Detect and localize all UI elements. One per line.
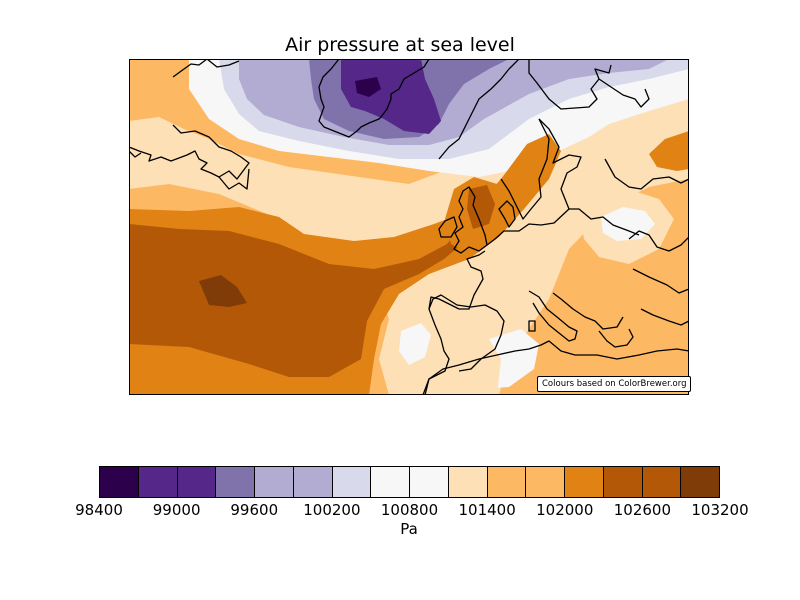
coastline-greece — [598, 328, 634, 348]
colorbar-segment — [332, 467, 372, 497]
coastline-greenland-east — [206, 59, 240, 68]
coastline-greenland — [172, 59, 208, 78]
colorbar-segment — [293, 467, 333, 497]
colorbar-segment — [448, 467, 488, 497]
pressure-contours — [129, 59, 689, 395]
coastline-great-britain — [453, 186, 488, 254]
colorbrewer-credit: Colours based on ColorBrewer.org — [537, 376, 692, 392]
coastline-black-sea — [628, 230, 689, 252]
coastline-scandinavia — [528, 59, 612, 110]
colorbar-tick-label: 100200 — [303, 501, 361, 519]
colorbar-segment — [371, 467, 410, 497]
coastline-scandinavia-north — [598, 78, 650, 108]
colorbar-segment — [138, 467, 178, 497]
coastline-sardinia — [528, 320, 536, 332]
coastline-iceland — [129, 124, 250, 180]
colorbar-tick-label: 103200 — [691, 501, 749, 519]
band-103200 — [199, 275, 247, 307]
colorbar-segment — [565, 467, 604, 497]
map-title: Air pressure at sea level — [285, 34, 515, 56]
colorbar-tick-label: 100800 — [380, 501, 439, 519]
coastline-north-africa — [422, 340, 689, 395]
colorbar-segment — [487, 467, 527, 497]
colorbar — [99, 466, 720, 498]
colorbar-segment — [100, 467, 139, 497]
coastline-balkans — [552, 292, 624, 330]
coastline-turkey — [640, 308, 689, 326]
colorbar-tick-label: 98400 — [75, 501, 123, 519]
coastline-norway-west — [438, 59, 520, 160]
colorbar-segment — [255, 467, 294, 497]
coastline-aegean — [632, 268, 689, 294]
colorbar-tick-label: 99000 — [152, 501, 201, 519]
colorbar-segment — [642, 467, 682, 497]
coastline-baltic — [604, 158, 689, 190]
colorbar-unit-label: Pa — [400, 520, 418, 538]
band-102000-east — [649, 131, 689, 171]
coastline-sweden-east — [538, 118, 582, 210]
coastline-denmark — [498, 200, 516, 228]
pressure-map — [129, 59, 689, 395]
band-98400 — [355, 77, 381, 97]
colorbar-segment — [603, 467, 643, 497]
band-100800-south — [399, 323, 431, 365]
coastline-norway — [318, 59, 430, 138]
coastline-ireland — [438, 216, 458, 238]
coastline-western-europe — [486, 208, 640, 246]
coastline-italy — [528, 290, 578, 342]
colorbar-segment — [410, 467, 449, 497]
colorbar-segment — [177, 467, 217, 497]
colorbar-segment — [681, 467, 719, 497]
band-102600 — [129, 184, 497, 377]
coastline-iceland-south — [218, 168, 250, 190]
coastline-sweden — [500, 118, 550, 220]
colorbar-tick-label: 99600 — [230, 501, 279, 519]
map-frame — [129, 59, 689, 395]
coastline-iceland-west — [129, 150, 142, 158]
coastlines — [129, 59, 689, 395]
colorbar-segment — [526, 467, 565, 497]
colorbar-tick-label: 102600 — [613, 501, 672, 519]
colorbar-segment — [216, 467, 255, 497]
colorbar-tick-label: 101400 — [458, 501, 516, 519]
colorbar-tick-label: 102000 — [536, 501, 594, 519]
band-101400-southeast — [449, 339, 501, 395]
